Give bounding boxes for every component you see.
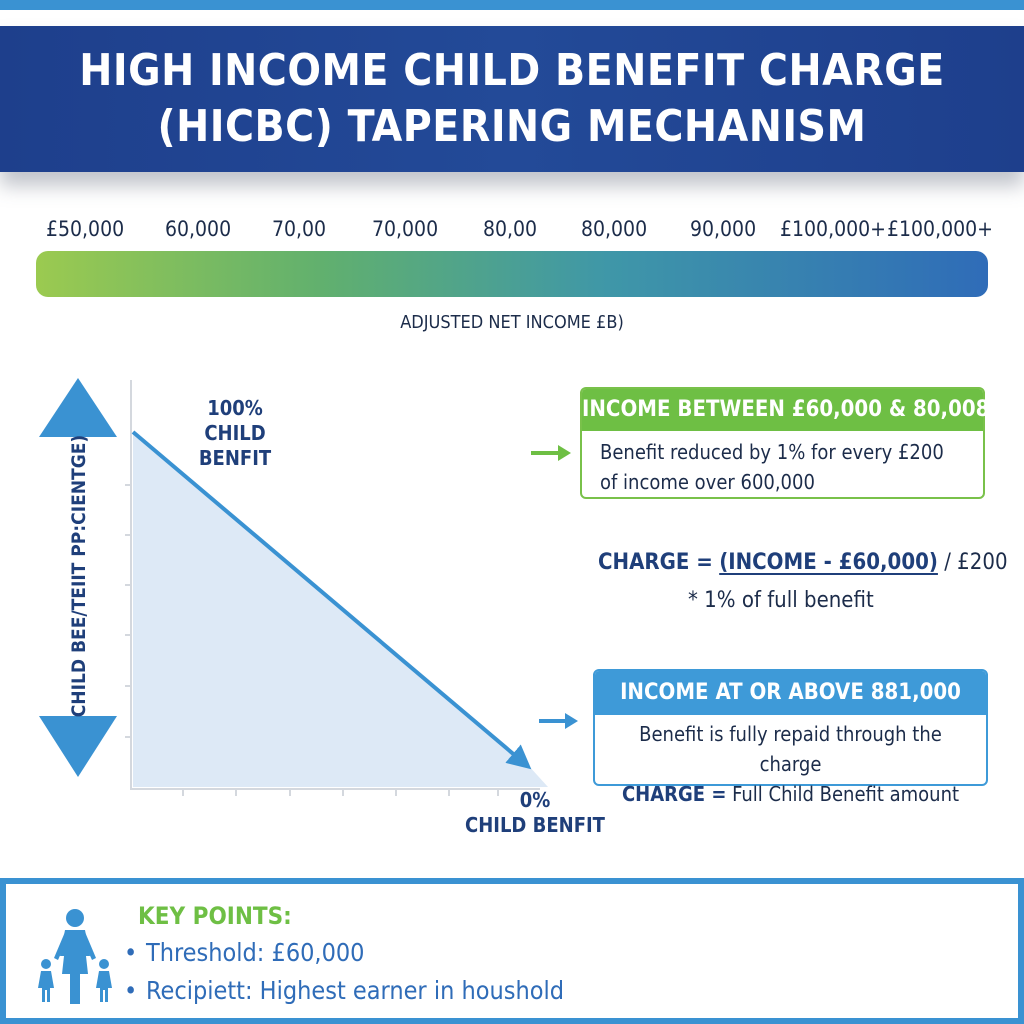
title-line-1: HIGH INCOME CHILD BENEFIT CHARGE xyxy=(79,45,945,96)
title-line-2: (HICBC) TAPERING MECHANISM xyxy=(157,101,867,152)
key-points-panel: KEY POINTS: • Threshold: £60,000 • Recipie… xyxy=(0,878,1024,1024)
key-points-title: KEY POINTS: xyxy=(138,902,292,930)
taper-line xyxy=(131,430,532,770)
full-repayment-text: Benefit is fully repaid through the char… xyxy=(595,715,986,813)
bullet-icon: • xyxy=(124,938,138,967)
formula-divisor: / £200 xyxy=(944,550,1008,575)
scale-label-5: 80,00 xyxy=(483,217,538,241)
scale-label-2: 60,000 xyxy=(165,217,232,241)
full-repayment-charge-word: CHARGE = xyxy=(621,782,727,806)
zero-benefit-text: CHILD BENFIT xyxy=(465,813,605,837)
scale-label-9: £100,000+ xyxy=(887,217,993,241)
zero-benefit-label: 0% CHILD BENFIT xyxy=(460,788,610,838)
taper-band-text: Benefit reduced by 1% for every £200 of … xyxy=(600,440,944,494)
down-arrow-icon xyxy=(39,716,117,777)
blue-pointer-icon xyxy=(539,713,578,729)
top-accent-gap xyxy=(0,10,1024,26)
key-point-recipient: • Recipiett: Highest earner in houshold xyxy=(124,976,564,1005)
scale-label-4: 70,000 xyxy=(372,217,439,241)
scale-label-6: 80,000 xyxy=(581,217,648,241)
y-axis-title: CHILD BEE/TEIIT PP:CIENTGE) xyxy=(68,434,90,718)
key-point-threshold-text: Threshold: £60,000 xyxy=(146,938,365,967)
up-arrow-icon xyxy=(39,378,117,437)
full-benefit-text: CHILD BENFIT xyxy=(198,421,272,470)
top-accent-bar xyxy=(0,0,1024,10)
full-repayment-title: INCOME AT OR ABOVE 881,000 xyxy=(595,671,986,715)
full-benefit-percent: 100% xyxy=(207,396,263,420)
full-benefit-label: 100% CHILD BENFIT xyxy=(170,396,300,471)
taper-band-title: INCOME BETWEEN £60,000 & 80,008 xyxy=(582,389,989,431)
income-gradient-bar xyxy=(36,251,988,297)
key-point-threshold: • Threshold: £60,000 xyxy=(124,938,365,967)
full-repayment-line-2: CHARGE = Full Child Benefit amount xyxy=(607,779,974,809)
scale-label-1: £50,000 xyxy=(46,217,125,241)
title-banner: HIGH INCOME CHILD BENEFIT CHARGE (HICBC)… xyxy=(0,26,1024,172)
x-axis-ticks xyxy=(182,789,499,796)
bullet-icon: • xyxy=(124,976,138,1005)
zero-benefit-percent: 0% xyxy=(519,788,551,812)
taper-graph xyxy=(39,378,578,796)
scale-label-8: £100,000+ xyxy=(780,217,886,241)
full-repayment-line-1: Benefit is fully repaid through the char… xyxy=(639,722,942,776)
scale-label-3: 70,00 xyxy=(272,217,327,241)
formula-charge-word: CHARGE = xyxy=(598,550,713,575)
y-axis-ticks xyxy=(125,484,131,738)
taper-band-box: INCOME BETWEEN £60,000 & 80,008 Benefit … xyxy=(580,387,989,499)
formula-multiplier: * 1% of full benefit xyxy=(688,588,874,613)
family-icon xyxy=(38,909,112,1004)
charge-formula: CHARGE = (INCOME - £60,000) / £200 xyxy=(598,548,1008,578)
key-point-recipient-text: Recipiett: Highest earner in houshold xyxy=(146,976,565,1005)
full-repayment-box: INCOME AT OR ABOVE 881,000 Benefit is fu… xyxy=(593,669,988,806)
formula-numerator: (INCOME - £60,000) xyxy=(719,550,938,575)
full-repayment-charge-rest: Full Child Benefit amount xyxy=(732,782,960,806)
green-pointer-icon xyxy=(531,445,571,461)
income-axis-caption: ADJUSTED NET INCOME £B) xyxy=(400,312,624,333)
scale-label-7: 90,000 xyxy=(690,217,757,241)
